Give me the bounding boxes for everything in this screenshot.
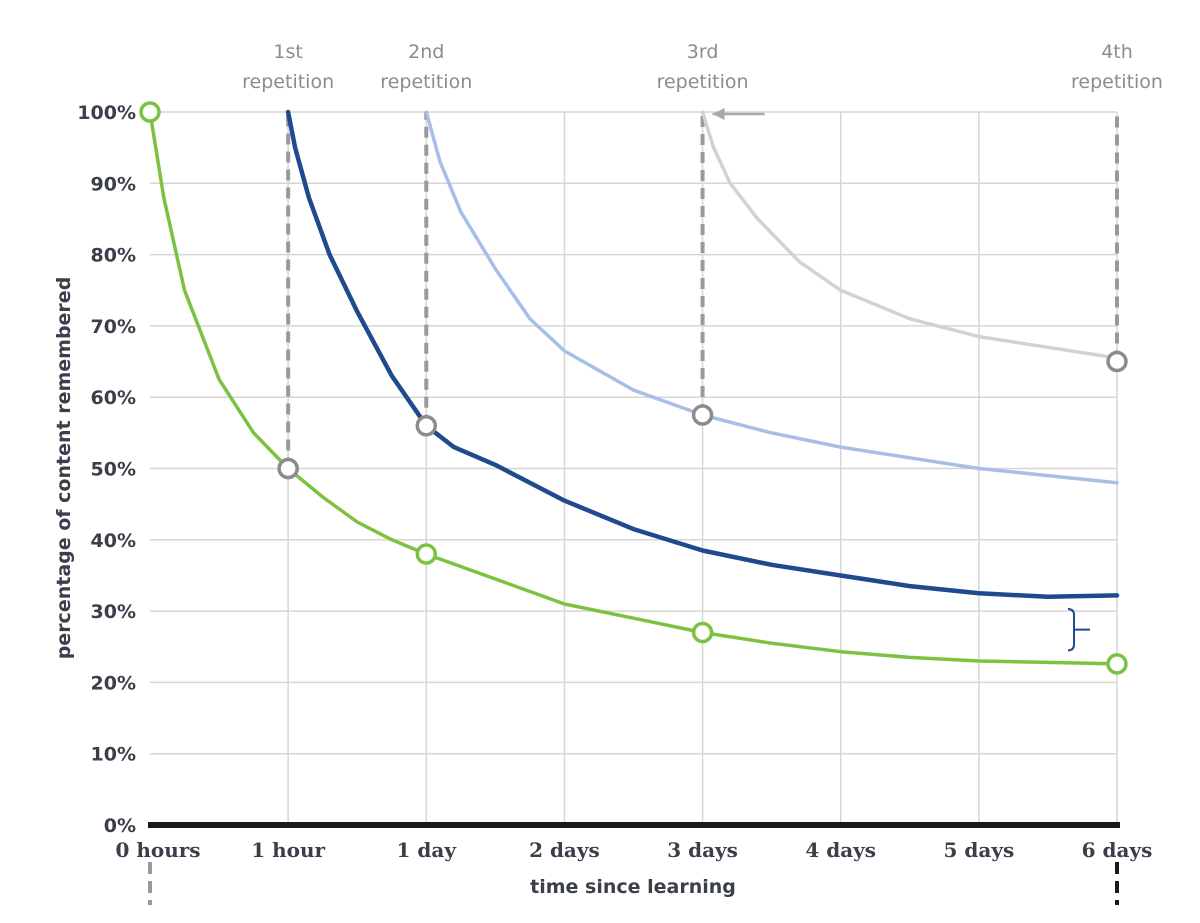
y-tick-label: 10% xyxy=(91,744,136,766)
repetition-labels: 1st repetition 2nd repetition 3rd repetition 4… xyxy=(242,41,1163,93)
repetition-marker-1 xyxy=(277,457,299,480)
series-1-marker-4 xyxy=(691,621,714,644)
series-4-marker-1 xyxy=(691,404,714,426)
series-1-marker-1 xyxy=(139,101,161,123)
y-tick-label: 100% xyxy=(77,102,136,124)
x-tick-label: 2 days xyxy=(529,838,600,862)
series-4-marker-2 xyxy=(1106,350,1128,373)
series-group xyxy=(148,109,1120,666)
y-tick-label: 20% xyxy=(91,672,136,694)
repetition-label-3-word: repetition xyxy=(657,71,749,93)
series-line-1 xyxy=(148,110,1119,666)
y-axis-label: percentage of content remembered xyxy=(53,277,75,660)
x-tick-label: 6 days xyxy=(1082,838,1153,862)
x-tick-labels: 0 hours 1 hour 1 day 2 days 3 days 4 days 5 da… xyxy=(115,838,1152,862)
series-1-marker-5 xyxy=(1106,653,1128,675)
axes-group xyxy=(148,822,1120,905)
series-line-2 xyxy=(285,109,1120,600)
repetition-label-3-ordinal: 3rd xyxy=(687,41,719,63)
y-tick-label: 60% xyxy=(91,387,136,409)
y-tick-label: 30% xyxy=(91,601,136,623)
x-axis-label: time since learning xyxy=(530,876,736,898)
x-tick-label: 1 hour xyxy=(251,838,325,862)
x-tick-label: 1 day xyxy=(397,838,458,862)
x-tick-label: 3 days xyxy=(667,838,738,862)
x-tick-label: 5 days xyxy=(944,838,1015,862)
series-1-marker-3 xyxy=(415,543,438,565)
y-tick-label: 0% xyxy=(104,815,136,837)
repetition-lines xyxy=(286,108,1119,469)
y-tick-label: 70% xyxy=(91,316,136,338)
x-tick-label: 4 days xyxy=(805,838,876,862)
repetition-label-2-ordinal: 2nd xyxy=(408,41,444,63)
y-tick-label: 80% xyxy=(91,245,136,267)
repetition-arrow-head xyxy=(712,108,725,120)
repetition-label-4-ordinal: 4th xyxy=(1101,41,1133,63)
y-tick-labels: 0% 10% 20% 30% 40% 50% 60% 70% 80% 90% 100% xyxy=(77,102,136,837)
y-tick-label: 40% xyxy=(91,530,136,552)
repetition-label-1-ordinal: 1st xyxy=(273,41,302,63)
series-line-4 xyxy=(700,110,1119,360)
repetition-label-2-word: repetition xyxy=(380,71,472,93)
y-tick-label: 90% xyxy=(91,173,136,195)
x-tick-label: 0 hours xyxy=(115,838,200,862)
marker-group xyxy=(139,101,1128,675)
series-line-3 xyxy=(424,110,1119,485)
y-tick-label: 50% xyxy=(91,459,136,481)
repetition-label-1-word: repetition xyxy=(242,71,334,93)
difference-bracket xyxy=(1067,607,1090,652)
series-3-marker-1 xyxy=(415,414,438,437)
repetition-label-4-word: repetition xyxy=(1071,71,1163,93)
